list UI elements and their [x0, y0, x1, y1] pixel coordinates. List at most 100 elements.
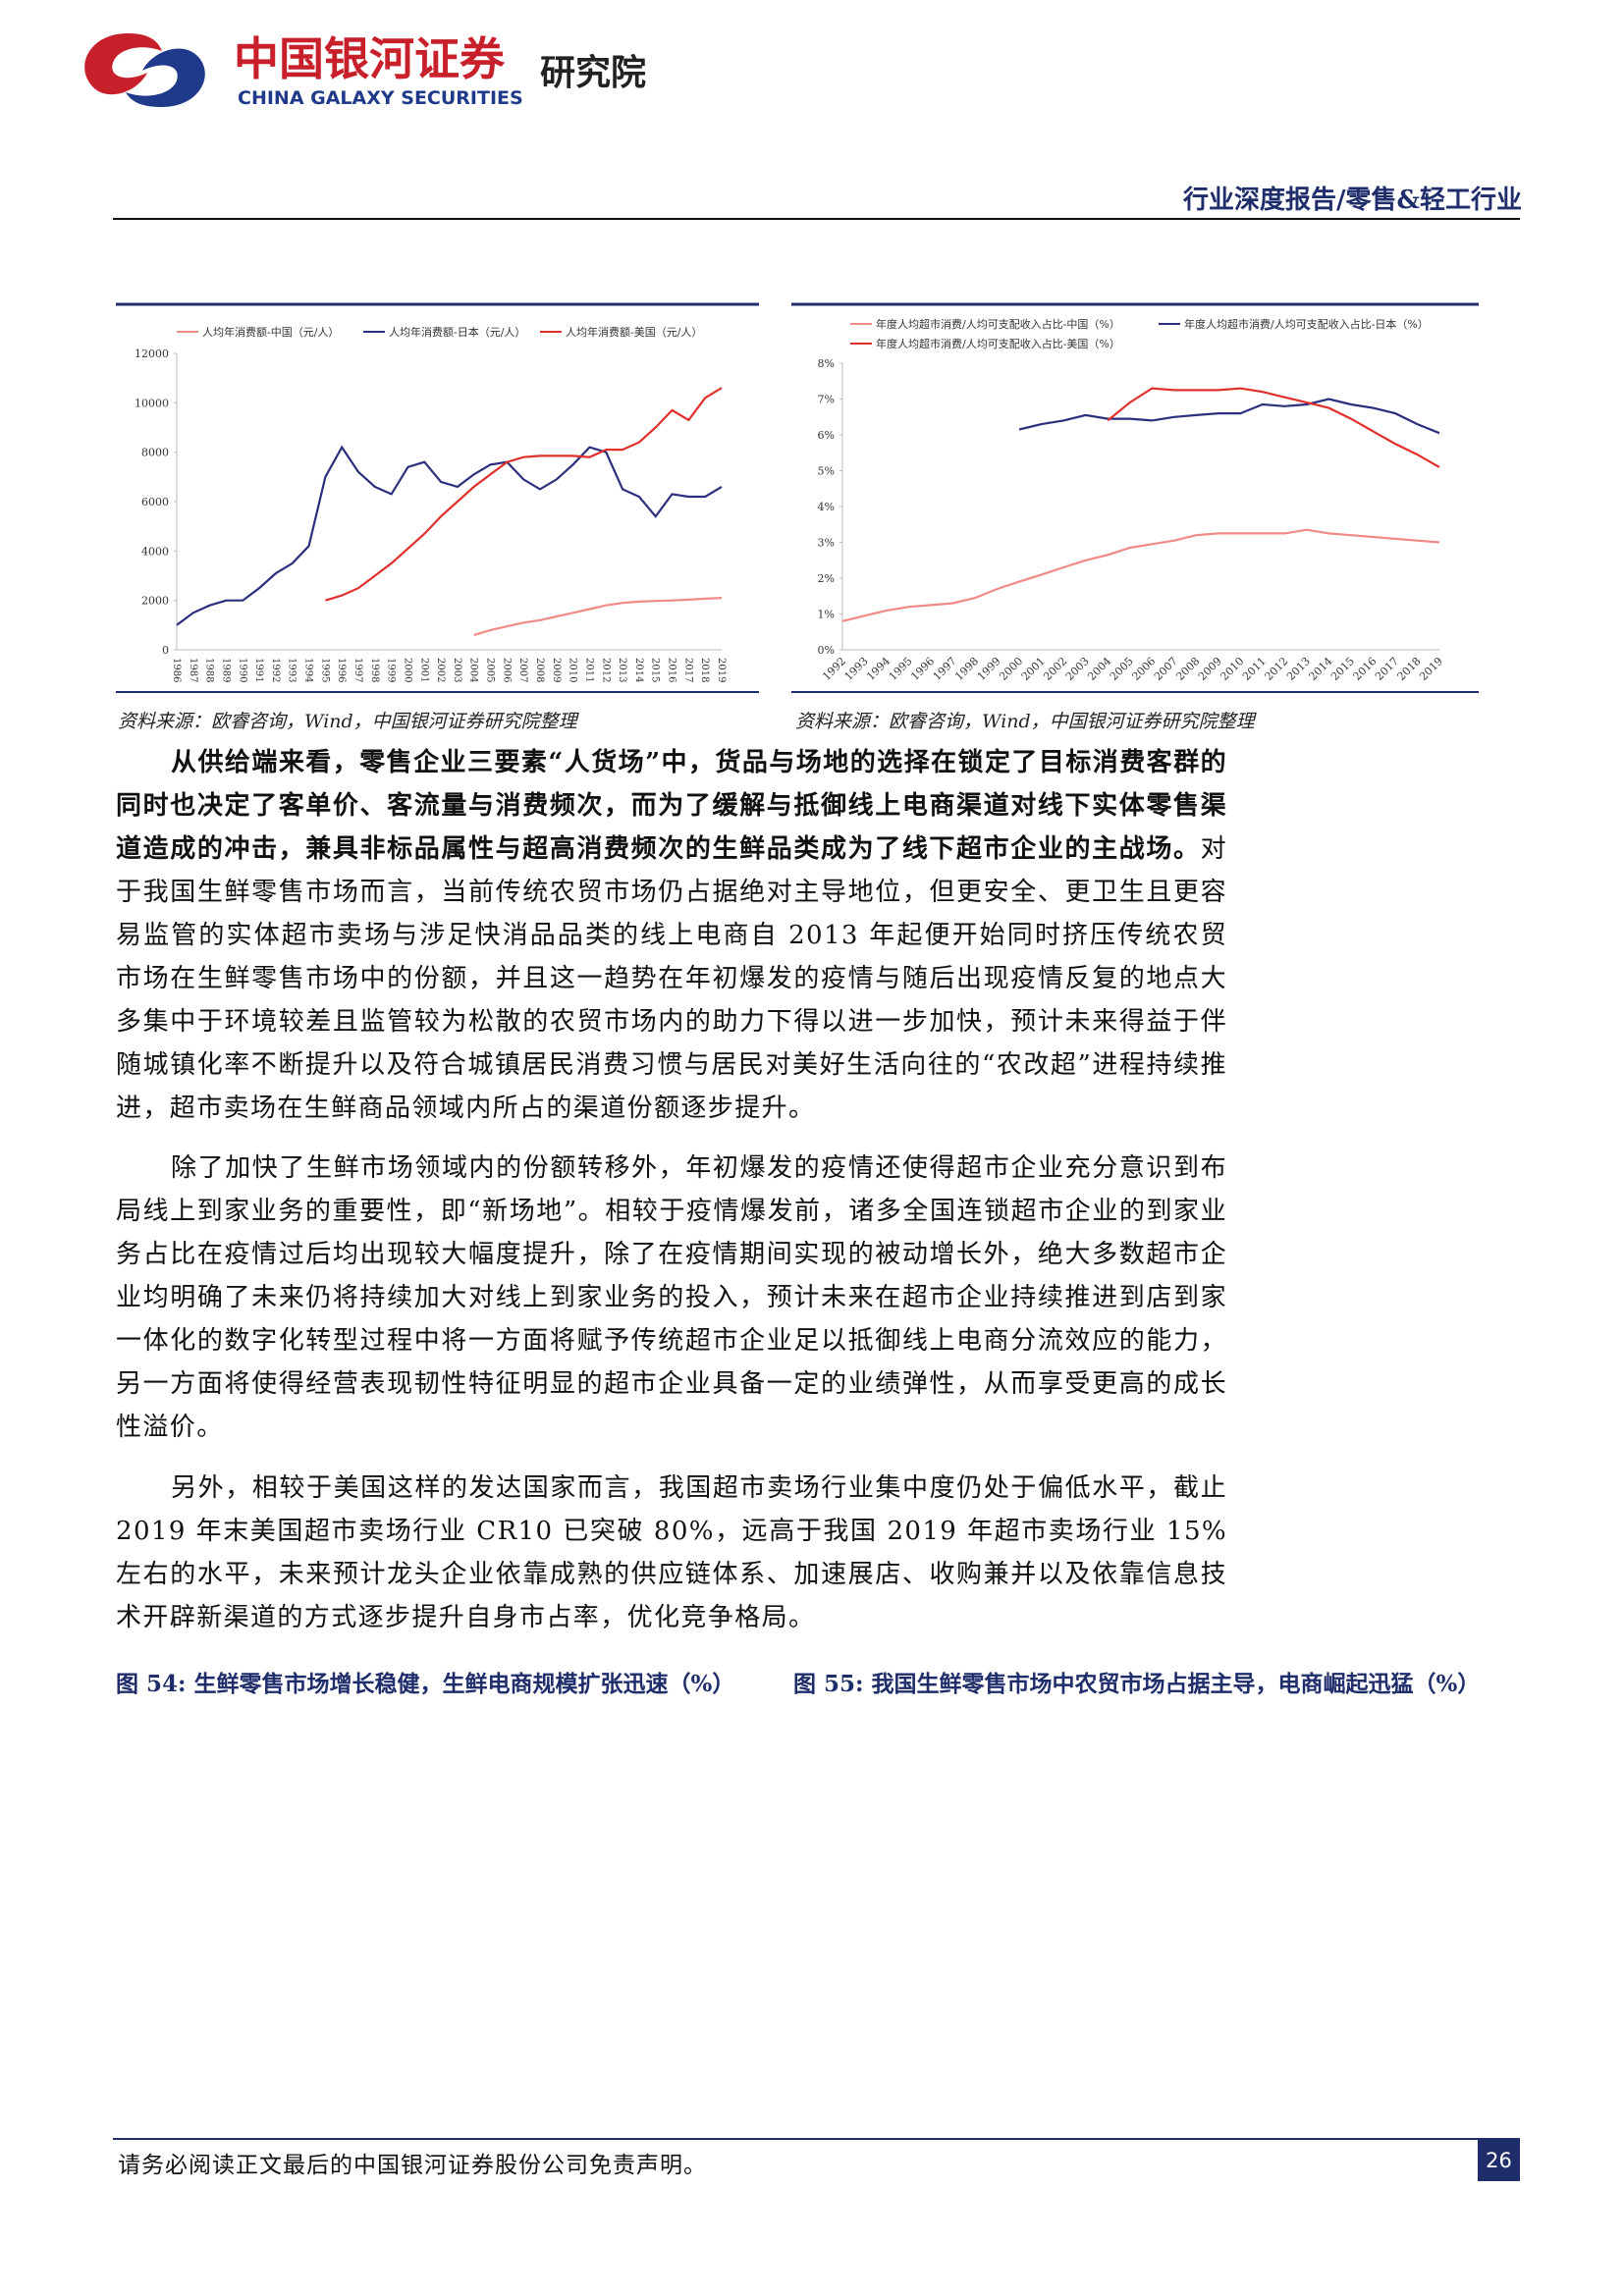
paragraph-bold: 从供给端来看，零售企业三要素“人货场”中，货品与场地的选择在锁定了目标消费客群的…	[116, 748, 1227, 864]
y-tick-label: 8000	[141, 447, 169, 459]
x-tick-label: 1992	[270, 658, 281, 682]
x-tick-label: 1993	[287, 658, 298, 682]
x-tick-label: 2016	[667, 658, 677, 682]
x-tick-label: 2018	[699, 658, 710, 682]
x-tick-label: 2010	[1218, 655, 1246, 683]
x-tick-label: 1991	[253, 658, 264, 682]
logo: 中国银河证券 CHINA GALAXY SECURITIES 研究院	[84, 32, 646, 109]
page-number: 26	[1478, 2140, 1520, 2181]
x-tick-label: 1998	[369, 658, 380, 682]
source: 资料来源：欧睿咨询，Wind，中国银河证券研究院整理	[795, 711, 1255, 732]
x-tick-label: 1986	[171, 658, 182, 682]
logo-cn: 中国银河证券	[234, 32, 506, 85]
x-tick-label: 1998	[952, 655, 981, 683]
series-line	[473, 597, 723, 636]
legend-label: 人均年消费额-中国（元/人）	[202, 325, 339, 339]
y-tick-label: 0	[162, 644, 169, 657]
x-tick-label: 1995	[887, 655, 915, 683]
y-tick-label: 4000	[141, 545, 169, 558]
legend-label: 年度人均超市消费/人均可支配收入占比-日本（%）	[1184, 317, 1429, 331]
x-tick-label: 2008	[534, 658, 545, 682]
y-tick-label: 5%	[818, 465, 835, 478]
x-tick-label: 2000	[997, 655, 1025, 683]
x-tick-label: 2010	[568, 658, 578, 682]
y-tick-label: 8%	[818, 357, 835, 370]
x-tick-label: 2006	[1129, 655, 1158, 683]
y-tick-label: 7%	[818, 394, 835, 406]
y-tick-label: 0%	[818, 644, 835, 657]
x-tick-label: 2014	[633, 658, 644, 682]
y-tick-label: 12000	[135, 347, 169, 360]
x-tick-label: 2017	[682, 658, 693, 682]
x-tick-label: 2019	[1417, 655, 1445, 683]
x-tick-label: 2011	[583, 658, 594, 682]
x-tick-label: 1995	[319, 658, 330, 682]
legend-label: 人均年消费额-美国（元/人）	[566, 325, 702, 339]
charts: 0 2000 4000 6000 8000 10000 12000 1986 1987 1988 1…	[116, 302, 1479, 693]
x-tick-label: 2001	[418, 658, 429, 682]
x-tick-label: 2017	[1373, 655, 1401, 683]
figure-caption: 图 54: 生鲜零售市场增长稳健，生鲜电商规模扩张迅速（%）	[116, 1671, 735, 1697]
x-tick-label: 1992	[820, 655, 848, 683]
x-tick-label: 2004	[468, 658, 479, 682]
x-tick-label: 1996	[908, 655, 937, 683]
report-type: 行业深度报告/零售&轻工行业	[1183, 186, 1522, 215]
y-tick-label: 4%	[818, 501, 835, 513]
paragraph: 除了加快了生鲜市场领域内的份额转移外，年初爆发的疫情还使得超市企业充分意识到布局…	[116, 1153, 1227, 1442]
x-tick-label: 2000	[402, 658, 412, 682]
x-tick-label: 2016	[1351, 655, 1380, 683]
series-line	[176, 445, 723, 626]
x-tick-label: 2009	[1196, 655, 1224, 683]
logo-mark-blue	[126, 48, 205, 107]
x-tick-label: 1993	[842, 655, 871, 683]
series-line	[325, 387, 723, 602]
series-line	[1107, 387, 1440, 468]
x-tick-label: 2011	[1240, 655, 1269, 683]
x-tick-label: 2003	[1063, 655, 1092, 683]
paragraph-text: 对于我国生鲜零售市场而言，当前传统农贸市场仍占据绝对主导地位，但更安全、更卫生且…	[116, 834, 1227, 1123]
x-tick-label: 1997	[931, 655, 959, 683]
x-tick-label: 2003	[452, 658, 462, 682]
y-tick-label: 2000	[141, 595, 169, 608]
x-tick-label: 1987	[188, 658, 198, 682]
disclaimer: 请务必阅读正文最后的中国银河证券股份公司免责声明。	[118, 2153, 707, 2178]
header-rule	[113, 218, 1520, 220]
x-tick-label: 2013	[617, 658, 627, 682]
x-tick-label: 2007	[517, 658, 528, 682]
x-tick-label: 2001	[1019, 655, 1048, 683]
x-tick-label: 2014	[1307, 655, 1335, 683]
legend-label: 年度人均超市消费/人均可支配收入占比-中国（%）	[876, 317, 1120, 331]
x-tick-label: 2018	[1395, 655, 1424, 683]
x-tick-label: 1999	[975, 655, 1003, 683]
y-tick-label: 6%	[818, 429, 835, 442]
x-tick-label: 2005	[1108, 655, 1136, 683]
x-tick-label: 2013	[1284, 655, 1313, 683]
x-tick-label: 1990	[237, 658, 247, 682]
y-tick-label: 10000	[135, 397, 169, 409]
x-tick-label: 1997	[352, 658, 363, 682]
y-tick-label: 2%	[818, 572, 835, 585]
y-tick-label: 6000	[141, 496, 169, 508]
x-tick-label: 2015	[1328, 655, 1357, 683]
x-tick-label: 2007	[1152, 655, 1180, 683]
legend-label: 年度人均超市消费/人均可支配收入占比-美国（%）	[876, 337, 1120, 350]
y-tick-label: 1%	[818, 609, 835, 621]
x-tick-label: 2012	[600, 658, 611, 682]
series-line	[841, 528, 1440, 622]
x-tick-label: 2005	[485, 658, 496, 682]
y-tick-label: 3%	[818, 537, 835, 550]
paragraph: 另外，相较于美国这样的发达国家而言，我国超市卖场行业集中度仍处于偏低水平，截止 …	[116, 1473, 1227, 1632]
figure-caption: 图 55: 我国生鲜零售市场中农贸市场占据主导，电商崛起迅猛（%）	[793, 1671, 1481, 1697]
x-tick-label: 2004	[1085, 655, 1113, 683]
x-tick-label: 2009	[551, 658, 562, 682]
x-tick-label: 2002	[435, 658, 446, 682]
x-tick-label: 1989	[220, 658, 231, 682]
x-tick-label: 2008	[1173, 655, 1202, 683]
legend-label: 人均年消费额-日本（元/人）	[389, 325, 525, 339]
x-tick-label: 1994	[864, 655, 893, 683]
paragraph: 从供给端来看，零售企业三要素“人货场”中，货品与场地的选择在锁定了目标消费客群的…	[116, 741, 1227, 1130]
x-tick-label: 2012	[1263, 655, 1291, 683]
x-tick-label: 1988	[204, 658, 215, 682]
source: 资料来源：欧睿咨询，Wind，中国银河证券研究院整理	[118, 711, 577, 732]
